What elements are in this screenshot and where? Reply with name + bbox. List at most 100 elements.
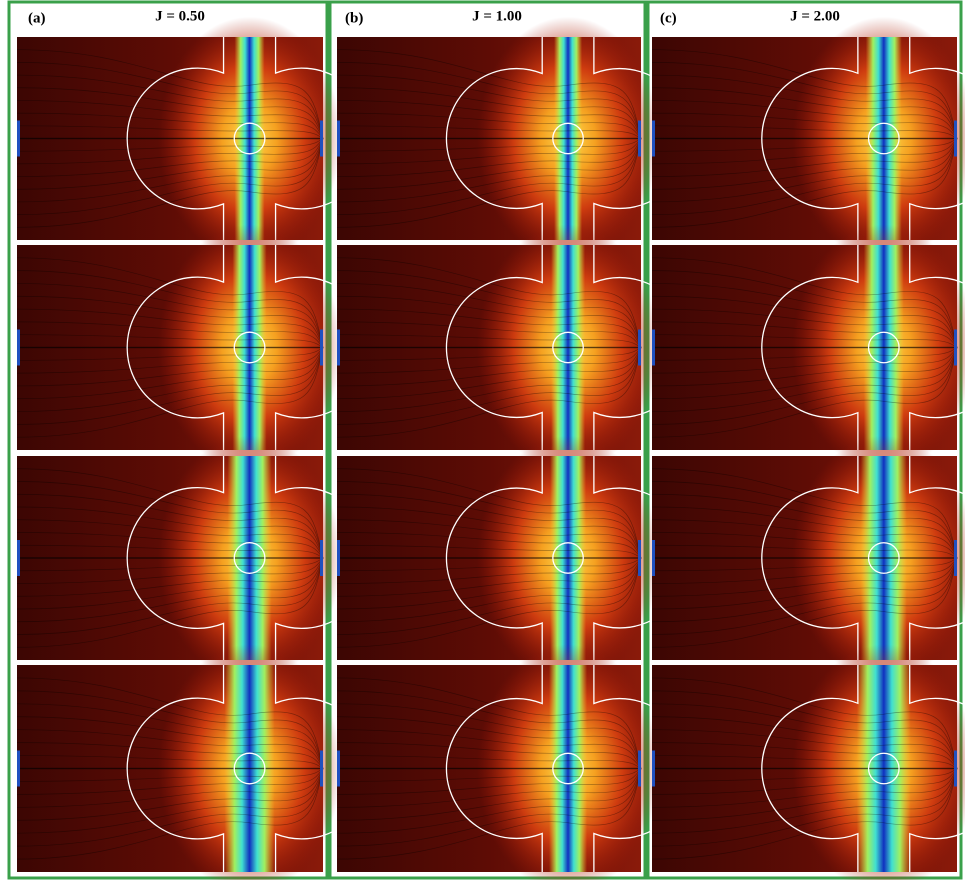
streamline [651, 703, 958, 769]
streamline [651, 557, 958, 597]
left-electrode [337, 750, 340, 787]
streamline [651, 468, 958, 559]
streamline [651, 742, 958, 769]
streamline [336, 768, 642, 834]
streamline [336, 49, 642, 139]
right-electrode [320, 540, 323, 576]
frame [328, 0, 647, 880]
right-electrode [638, 329, 641, 366]
field-image [16, 16, 373, 261]
streamline [16, 87, 324, 139]
streamline [16, 347, 324, 438]
left-electrode [17, 540, 20, 576]
field-image [16, 224, 373, 471]
streamline [16, 544, 324, 559]
streamline [336, 125, 642, 139]
frame [7, 0, 329, 880]
streamline [651, 138, 958, 152]
left-electrode [17, 329, 20, 366]
streamline [16, 557, 324, 572]
streamline [651, 270, 958, 348]
streamline [16, 557, 324, 610]
left-electrode [337, 540, 340, 576]
panel-title: J = 1.00 [472, 8, 522, 24]
streamline [16, 716, 324, 769]
streamline [651, 768, 958, 860]
streamline [651, 347, 958, 374]
streamline [16, 347, 324, 425]
streamline [336, 557, 642, 623]
streamline [651, 334, 958, 348]
streamline [651, 125, 958, 139]
streamline [651, 321, 958, 348]
streamline [651, 138, 958, 228]
right-electrode [954, 329, 957, 366]
streamline [336, 493, 642, 559]
streamline [336, 74, 642, 139]
streamline [336, 347, 642, 400]
inner-circle [233, 542, 266, 574]
streamline [16, 506, 324, 559]
streamline [16, 74, 324, 139]
inner-circle [233, 752, 266, 785]
streamline [336, 270, 642, 348]
inner-circle [552, 331, 584, 364]
right-electrode [320, 120, 323, 157]
left-electrode [652, 120, 655, 157]
streamline [336, 112, 642, 139]
streamline [16, 62, 324, 139]
streamline [651, 677, 958, 769]
right-electrode [320, 329, 323, 366]
streamline [336, 347, 642, 412]
frame [646, 0, 963, 880]
panel-label: (b) [345, 10, 363, 26]
streamline [336, 557, 642, 572]
streamline [651, 347, 958, 438]
streamline [336, 347, 642, 425]
streamline [336, 295, 642, 348]
right-electrode [954, 750, 957, 787]
streamline [651, 768, 958, 808]
field-image [336, 16, 691, 261]
streamline [651, 768, 958, 834]
streamline [336, 321, 642, 348]
streamline [651, 506, 958, 559]
streamline [336, 557, 642, 584]
left-electrode [337, 329, 340, 366]
streamline [16, 347, 324, 361]
channel-outline [761, 245, 965, 450]
streamline [16, 49, 324, 139]
streamline [336, 532, 642, 559]
streamline [16, 100, 324, 139]
right-electrode [954, 120, 957, 157]
right-electrode [638, 540, 641, 576]
panel-title: J = 0.50 [155, 8, 205, 24]
streamline [651, 295, 958, 348]
field-image [336, 224, 691, 471]
streamline [336, 506, 642, 559]
field-image [16, 435, 373, 681]
streamline [16, 768, 324, 808]
streamline [16, 138, 324, 203]
field-image [651, 644, 965, 880]
streamline [16, 557, 324, 648]
channel-outline [761, 37, 965, 240]
channel-outline [761, 665, 965, 872]
streamline [16, 138, 324, 152]
streamline [336, 677, 642, 769]
streamline [16, 677, 324, 769]
streamline [336, 347, 642, 361]
streamline [651, 100, 958, 139]
streamline [336, 768, 642, 821]
streamline [16, 125, 324, 139]
streamline [336, 308, 642, 348]
streamline [336, 703, 642, 769]
streamline [651, 557, 958, 635]
streamline [16, 347, 324, 412]
streamline [16, 557, 324, 635]
streamline [16, 138, 324, 177]
streamline [336, 468, 642, 559]
streamline [16, 468, 324, 559]
streamline [651, 347, 958, 412]
